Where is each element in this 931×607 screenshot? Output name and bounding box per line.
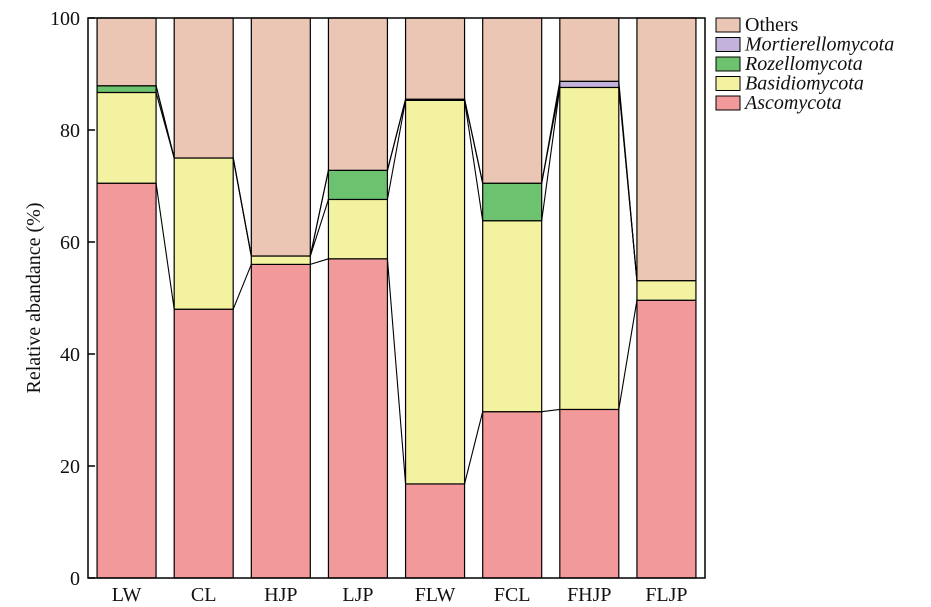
bar-segment-FHJP-Basidiomycota xyxy=(559,86,620,411)
axes: 0 20 40 60 80 100 LW CL HJP LJP FLW FCL FHJP FLJP xyxy=(50,8,706,606)
connector-line xyxy=(464,99,484,184)
connector-line xyxy=(618,81,638,281)
y-tick-label: 60 xyxy=(60,232,80,254)
legend: OthersMortierellomycotaRozellomycotaBasi… xyxy=(715,14,894,114)
legend-label-Basidiomycota: Basidiomycota xyxy=(745,73,864,95)
bar-segment-FHJP-Mortierellomycota xyxy=(559,80,620,89)
connector-line xyxy=(310,258,329,265)
bar-segment-CL-Basidiomycota xyxy=(173,157,234,310)
y-tick-label: 40 xyxy=(60,344,80,366)
connector-line xyxy=(386,99,407,171)
x-tick-label: LW xyxy=(112,584,142,606)
x-tick-label: FHJP xyxy=(567,584,611,606)
bar-segment-LJP-Rozellomycota xyxy=(327,169,389,201)
x-tick-label: LJP xyxy=(342,584,373,606)
bar-segment-FCL-Rozellomycota xyxy=(482,182,543,222)
connector-line xyxy=(541,408,560,413)
bar-segment-FHJP-Others xyxy=(559,17,620,82)
connector-line xyxy=(386,258,407,484)
connector-line xyxy=(155,183,175,310)
connector-line xyxy=(386,100,407,200)
connector-line xyxy=(232,264,252,310)
connector-line xyxy=(309,199,329,257)
bar-segment-HJP-Others xyxy=(250,17,311,257)
bar-segment-FCL-Others xyxy=(482,17,543,184)
bar-segment-HJP-Basidiomycota xyxy=(250,255,311,265)
connector-line xyxy=(464,100,484,221)
legend-label-Ascomycota: Ascomycota xyxy=(743,92,842,114)
connector-line xyxy=(541,87,561,221)
bar-segment-LW-Basidiomycota xyxy=(96,91,157,184)
connector-line xyxy=(618,300,638,410)
legend-swatch-Ascomycota xyxy=(715,95,741,111)
bar-segment-FLW-Basidiomycota xyxy=(404,99,466,485)
bar-segment-FLJP-Ascomycota xyxy=(636,299,697,579)
bar-segment-LW-Others xyxy=(96,17,157,87)
y-axis-title: Relative abandance (%) xyxy=(23,202,45,393)
x-tick-label: CL xyxy=(191,584,217,606)
bar-segment-FCL-Ascomycota xyxy=(482,411,543,579)
x-tick-label: FCL xyxy=(494,584,531,606)
x-tick-label: HJP xyxy=(264,584,297,606)
y-tick-label: 0 xyxy=(70,568,80,590)
bar-segment-CL-Ascomycota xyxy=(173,308,234,579)
x-tick-label: FLW xyxy=(415,584,456,606)
connector-line xyxy=(309,170,329,257)
bars-layer xyxy=(96,17,697,579)
legend-label-Rozellomycota: Rozellomycota xyxy=(744,53,863,75)
y-tick-label: 20 xyxy=(60,456,80,478)
bar-segment-LJP-Others xyxy=(327,17,389,171)
bar-segment-LJP-Ascomycota xyxy=(327,258,389,579)
connector-line xyxy=(232,157,252,257)
legend-swatch-Mortierellomycota xyxy=(715,37,741,52)
connector-line xyxy=(541,81,561,184)
bar-segment-HJP-Ascomycota xyxy=(250,263,311,579)
bar-segment-LW-Ascomycota xyxy=(96,182,157,579)
bar-segment-FLW-Others xyxy=(404,17,466,100)
legend-swatch-Rozellomycota xyxy=(715,56,741,72)
legend-label-Others: Others xyxy=(745,14,799,36)
bar-segment-FLJP-Basidiomycota xyxy=(636,280,697,301)
x-tick-label: FLJP xyxy=(645,584,687,606)
connector-line xyxy=(464,411,484,485)
connector-lines xyxy=(155,81,638,485)
plot-frame xyxy=(87,17,706,579)
connector-line xyxy=(155,85,175,159)
legend-swatch-Basidiomycota xyxy=(715,76,741,91)
y-tick-label: 80 xyxy=(60,120,80,142)
bar-segment-FCL-Basidiomycota xyxy=(482,220,543,413)
legend-label-Mortierellomycota: Mortierellomycota xyxy=(744,34,894,56)
bar-segment-CL-Others xyxy=(173,17,234,159)
y-tick-label: 100 xyxy=(50,8,80,30)
bar-segment-LJP-Basidiomycota xyxy=(327,198,389,260)
legend-swatch-Others xyxy=(715,17,741,33)
bar-segment-FLW-Ascomycota xyxy=(404,483,466,579)
bar-segment-FHJP-Ascomycota xyxy=(559,408,620,579)
bar-segment-LW-Rozellomycota xyxy=(96,85,157,94)
bar-segment-FLJP-Others xyxy=(636,17,697,282)
